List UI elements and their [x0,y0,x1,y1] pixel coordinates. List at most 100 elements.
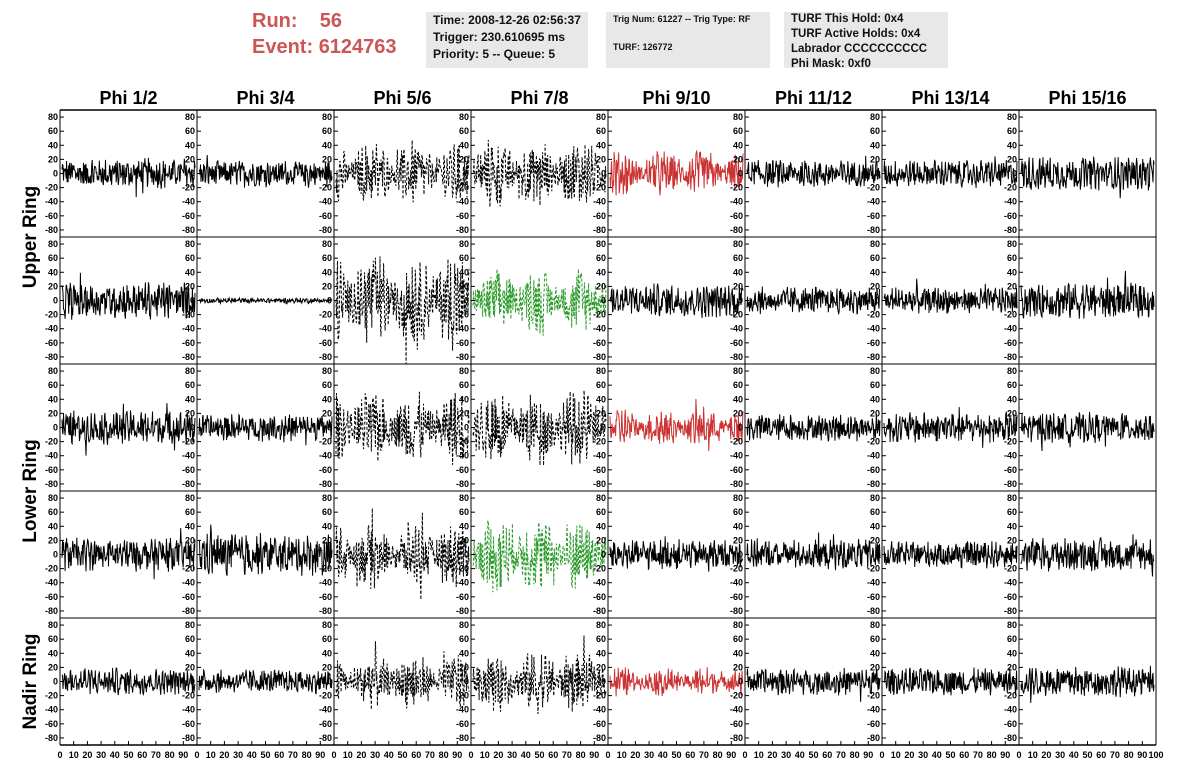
y-tick-label: 60 [185,634,195,644]
y-tick-label: 20 [185,535,195,545]
y-tick-label: 40 [459,267,469,277]
y-tick-label: -40 [182,197,195,207]
y-tick-label: 20 [870,535,880,545]
y-tick-label: 80 [459,239,469,249]
y-tick-label: 0 [1012,296,1017,306]
y-tick-label: 80 [185,366,195,376]
y-tick-label: 80 [596,620,606,630]
x-tick-label: 20 [219,750,229,760]
y-tick-label: 0 [190,296,195,306]
y-tick-label: -60 [1004,211,1017,221]
y-tick-label: 40 [870,140,880,150]
waveform-trace [198,413,333,446]
y-tick-label: -20 [45,183,58,193]
y-tick-label: -20 [456,564,469,574]
x-tick-label: 50 [123,750,133,760]
x-tick-label: 70 [699,750,709,760]
y-tick-label: -40 [867,451,880,461]
y-tick-label: 40 [48,394,58,404]
y-tick-label: -60 [1004,592,1017,602]
y-tick-label: -40 [1004,324,1017,334]
event-row: Event: 6124763 [252,34,422,60]
y-tick-label: -80 [182,479,195,489]
y-tick-label: -60 [593,719,606,729]
y-tick-label: -20 [1004,437,1017,447]
y-tick-label: 20 [322,662,332,672]
x-tick-label: 30 [96,750,106,760]
y-tick-label: 60 [733,126,743,136]
run-label: Run: [252,10,298,32]
x-tick-label: 80 [850,750,860,760]
y-tick-label: 0 [327,550,332,560]
waveform-trace [746,155,881,188]
y-tick-label: -40 [867,705,880,715]
x-tick-label: 20 [767,750,777,760]
y-tick-label: 40 [185,140,195,150]
phi-column-header: Phi 1/2 [99,88,157,108]
y-tick-label: -80 [867,225,880,235]
y-tick-label: -20 [456,183,469,193]
x-tick-label: 0 [194,750,199,760]
y-tick-label: -20 [867,310,880,320]
y-tick-label: -60 [593,211,606,221]
y-tick-label: 60 [322,634,332,644]
y-tick-label: -60 [867,719,880,729]
x-tick-label: 20 [904,750,914,760]
y-tick-label: -60 [182,719,195,729]
y-tick-label: 60 [596,380,606,390]
y-tick-label: -40 [593,197,606,207]
run-event-header: Run: 56 Event: 6124763 [252,8,422,60]
y-tick-label: 0 [190,169,195,179]
y-tick-label: -40 [730,451,743,461]
y-tick-label: -40 [456,451,469,461]
y-tick-label: -80 [456,225,469,235]
y-tick-label: 20 [870,154,880,164]
y-tick-label: 80 [322,493,332,503]
y-tick-label: -80 [1004,606,1017,616]
y-tick-label: -20 [319,310,332,320]
y-tick-label: 80 [733,620,743,630]
x-tick-label: 10 [754,750,764,760]
y-tick-label: 60 [322,126,332,136]
x-tick-label: 20 [493,750,503,760]
x-tick-label: 60 [822,750,832,760]
y-tick-label: 60 [870,507,880,517]
y-tick-label: 60 [48,507,58,517]
y-tick-label: 0 [53,296,58,306]
y-tick-label: 20 [459,154,469,164]
x-tick-label: 30 [918,750,928,760]
y-tick-label: -80 [867,733,880,743]
y-tick-label: -80 [182,606,195,616]
y-tick-label: 60 [185,126,195,136]
waveform-trace [609,283,744,318]
y-tick-label: -40 [182,705,195,715]
y-tick-label: 60 [322,507,332,517]
y-tick-label: -20 [319,183,332,193]
waveform-trace [1020,156,1155,199]
y-tick-label: -80 [1004,352,1017,362]
run-row: Run: 56 [252,8,422,34]
y-tick-label: -60 [867,592,880,602]
y-tick-label: 60 [870,380,880,390]
y-tick-label: -40 [45,451,58,461]
y-tick-label: 60 [1007,634,1017,644]
waveform-trace [1020,270,1155,319]
y-tick-label: -20 [45,691,58,701]
y-tick-label: 60 [48,253,58,263]
y-tick-label: -80 [319,352,332,362]
y-tick-label: 20 [733,154,743,164]
x-tick-label: 30 [781,750,791,760]
x-tick-label: 90 [178,750,188,760]
y-tick-label: 20 [870,408,880,418]
x-tick-label: 40 [658,750,668,760]
x-tick-label: 60 [959,750,969,760]
waveform-trace [472,635,607,715]
y-tick-label: 40 [870,521,880,531]
y-tick-label: -80 [593,606,606,616]
y-tick-label: 0 [1012,550,1017,560]
y-tick-label: -60 [456,338,469,348]
y-tick-label: -20 [45,564,58,574]
y-tick-label: 60 [870,253,880,263]
labrador-text: Labrador CCCCCCCCCC [791,43,928,55]
y-tick-label: 80 [48,112,58,122]
